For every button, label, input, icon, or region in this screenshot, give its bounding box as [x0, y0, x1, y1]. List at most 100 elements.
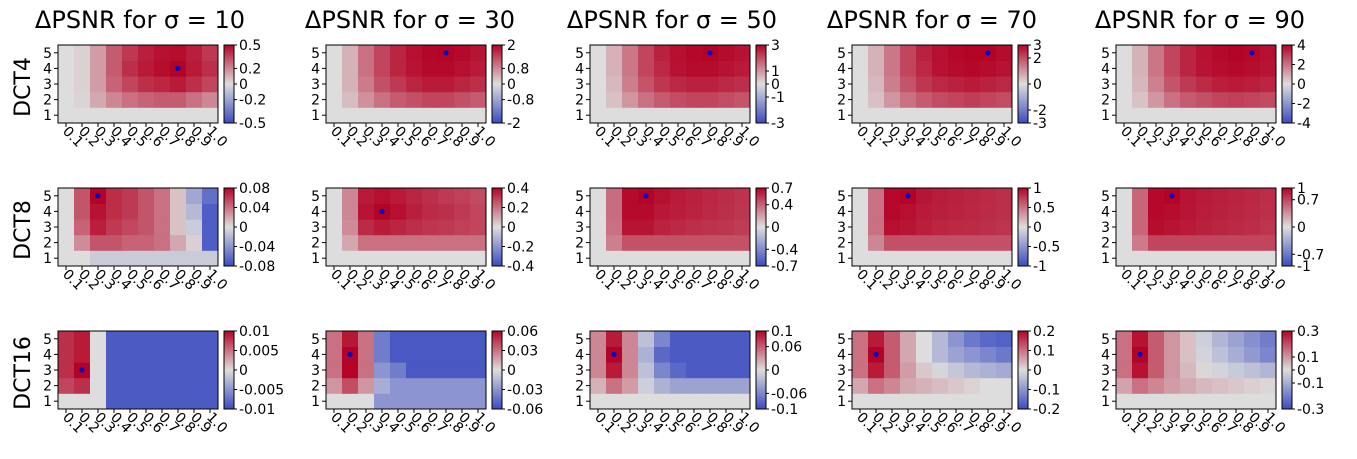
heatmap-cell: [1228, 188, 1245, 204]
heatmap-panel-15: 123450.10.20.30.40.50.60.70.80.91.00.30.…: [1101, 324, 1324, 437]
heatmap-cell: [1132, 377, 1149, 394]
heatmap-cell: [122, 188, 139, 204]
heatmap-cell: [154, 250, 171, 267]
colorbar-tick-label: 0.04: [239, 201, 270, 217]
heatmap-cell: [90, 219, 107, 236]
y-tick-label: 4: [43, 204, 52, 220]
heatmap-cell: [170, 250, 187, 267]
heatmap-cell: [1212, 219, 1229, 236]
colorbar-tick-label: -1: [1033, 259, 1047, 275]
heatmap-cell: [106, 60, 123, 77]
colorbar-tick-label: 3: [771, 38, 780, 54]
heatmap-panel-7: 123450.10.20.30.40.50.60.70.80.91.00.40.…: [311, 181, 534, 294]
heatmap-cell: [590, 219, 607, 236]
heatmap-cell: [964, 45, 981, 61]
heatmap-cell: [622, 346, 639, 363]
heatmap-cell: [884, 45, 901, 61]
y-tick-label: 3: [837, 220, 846, 236]
heatmap-cell: [702, 76, 719, 93]
colorbar: [755, 187, 767, 267]
heatmap-cell: [1116, 188, 1133, 204]
y-tick-label: 2: [575, 379, 584, 395]
heatmap-cell: [1212, 107, 1229, 124]
heatmap-cell: [1228, 219, 1245, 236]
heatmap-cell: [932, 362, 949, 379]
colorbar-tick-label: -1: [771, 90, 785, 106]
heatmap-cell: [980, 234, 997, 251]
heatmap-cell: [326, 346, 343, 363]
heatmap-cell: [170, 188, 187, 204]
heatmap-cell: [1196, 107, 1213, 124]
heatmap-cell: [932, 331, 949, 347]
heatmap-cell: [202, 60, 219, 77]
heatmap-cell: [390, 250, 407, 267]
colorbar-tick-label: -0.7: [771, 259, 798, 275]
heatmap-cell: [606, 393, 623, 410]
heatmap-cell: [1164, 60, 1181, 77]
y-tick-label: 1: [575, 394, 584, 410]
colorbar-tick-label: 0: [239, 220, 248, 236]
heatmap-cell: [932, 377, 949, 394]
heatmap-cell: [90, 393, 107, 410]
heatmap-cell: [58, 76, 75, 93]
y-tick-label: 3: [311, 77, 320, 93]
heatmap-cell: [1244, 331, 1261, 347]
colorbar-tick-label: -2: [1297, 97, 1311, 113]
y-tick-label: 5: [43, 332, 52, 348]
heatmap-cell: [1228, 76, 1245, 93]
heatmap-cell: [74, 188, 91, 204]
heatmap-cell: [702, 331, 719, 347]
heatmap-cell: [1212, 331, 1229, 347]
heatmap-cell: [1260, 219, 1277, 236]
heatmap-cell: [916, 346, 933, 363]
heatmap-cell: [702, 203, 719, 220]
heatmap-cell: [964, 203, 981, 220]
y-tick-label: 1: [1101, 394, 1110, 410]
heatmap-cell: [326, 188, 343, 204]
best-marker: [643, 193, 649, 199]
heatmap-cell: [884, 91, 901, 108]
y-tick-label: 1: [575, 251, 584, 267]
y-tick-label: 2: [311, 379, 320, 395]
colorbar-tick-label: 0: [771, 220, 780, 236]
y-tick-label: 5: [1101, 189, 1110, 205]
heatmap-cell: [58, 188, 75, 204]
x-tick-label: 1.0: [1261, 410, 1288, 437]
colorbar: [491, 330, 503, 410]
y-tick-label: 5: [1101, 332, 1110, 348]
heatmap-cell: [1132, 60, 1149, 77]
heatmap-cell: [1164, 234, 1181, 251]
heatmap-cell: [590, 377, 607, 394]
heatmap-cell: [406, 60, 423, 77]
heatmap-cell: [1212, 76, 1229, 93]
heatmap-cell: [1260, 393, 1277, 410]
colorbar-tick-label: 2: [1297, 58, 1306, 74]
heatmap-cell: [1260, 234, 1277, 251]
heatmap-cell: [154, 188, 171, 204]
heatmap-cell: [852, 331, 869, 347]
heatmap-cell: [734, 76, 751, 93]
colorbar-tick-label: 0: [771, 363, 780, 379]
heatmap-cell: [202, 188, 219, 204]
heatmap-cell: [718, 346, 735, 363]
heatmap-cell: [154, 107, 171, 124]
heatmap-cell: [622, 203, 639, 220]
heatmap-cell: [74, 76, 91, 93]
heatmap-cell: [170, 346, 187, 363]
colorbar: [491, 187, 503, 267]
heatmap-cell: [948, 45, 965, 61]
heatmap-cell: [438, 76, 455, 93]
heatmap-cell: [638, 219, 655, 236]
heatmap-cell: [932, 219, 949, 236]
heatmap-cell: [670, 393, 687, 410]
heatmap-cell: [718, 76, 735, 93]
heatmap-cell: [964, 250, 981, 267]
heatmap-cell: [186, 331, 203, 347]
heatmap-cell: [852, 203, 869, 220]
heatmap-cell: [1116, 203, 1133, 220]
heatmap-cell: [1244, 188, 1261, 204]
heatmap-cell: [622, 377, 639, 394]
heatmap-cell: [734, 377, 751, 394]
heatmap-cell: [1116, 393, 1133, 410]
colorbar-tick-label: 0: [1033, 363, 1042, 379]
